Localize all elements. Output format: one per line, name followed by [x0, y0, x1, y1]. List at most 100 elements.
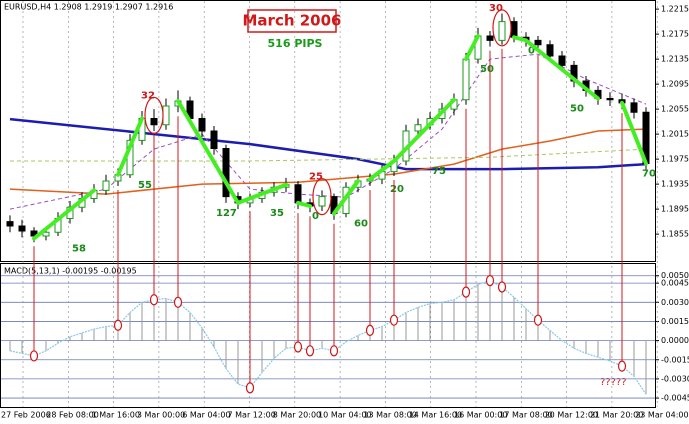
trend-segment	[332, 179, 360, 216]
macd-marker	[113, 319, 123, 331]
x-tick-label: 8 Mar 20:00	[273, 411, 321, 420]
macd-marker	[485, 274, 495, 287]
y-tick-label: 0.0015	[661, 317, 689, 326]
chart-header: EURUSD,H4 1.2908 1.2919 1.2907 1.2916	[4, 3, 173, 12]
trend-label: 75	[432, 166, 446, 177]
circle-label: 25	[309, 172, 323, 183]
macd-marker	[461, 286, 471, 298]
candle-body	[198, 118, 206, 132]
y-tick-label: 0.0000	[661, 336, 689, 345]
y-tick-label: 1.2095	[661, 80, 689, 89]
candle-body	[630, 102, 638, 113]
x-tick-label: 13 Mar 08:00	[363, 411, 416, 420]
candle-body	[498, 21, 506, 41]
highlight-circle	[144, 96, 164, 134]
y-tick-label: 1.2015	[661, 130, 689, 139]
x-tick-label: 7 Mar 12:00	[228, 411, 276, 420]
candle-body	[42, 231, 50, 237]
y-tick-label: -0.0045	[661, 394, 689, 403]
chart-title: March 2006	[243, 12, 342, 30]
y-tick-label: 1.1855	[661, 230, 689, 239]
candle-body	[546, 44, 554, 57]
macd-marker	[365, 324, 375, 336]
circle-label: 30	[489, 3, 503, 14]
x-tick-label: 16 Mar 00:00	[454, 411, 507, 420]
trend-label: 50	[570, 104, 584, 115]
trend-segment	[32, 188, 96, 241]
x-tick-label: 6 Mar 04:00	[182, 411, 230, 420]
trend-segment	[296, 200, 312, 208]
trend-label: 20	[390, 184, 404, 195]
candle-body	[102, 180, 110, 191]
macd-marker	[497, 281, 507, 293]
y-tick-label: 0.0045	[661, 279, 689, 288]
x-tick-label: 3 Mar 00:00	[137, 411, 185, 420]
x-tick-label: 21 Mar 20:00	[590, 411, 643, 420]
x-tick-label: 27 Feb 2006	[1, 411, 51, 420]
y-tick-label: 1.1975	[661, 155, 689, 164]
circle-label: 32	[141, 90, 155, 101]
candle-body	[606, 98, 614, 101]
x-tick-label: 23 Mar 04:00	[635, 411, 688, 420]
y-tick-label: 1.2135	[661, 55, 689, 64]
trend-segment	[464, 34, 480, 62]
candle-body	[18, 225, 26, 232]
trend-segment	[620, 100, 648, 166]
trend-segment	[236, 182, 288, 205]
candle-body	[150, 118, 158, 126]
candle-body	[162, 105, 170, 126]
macd-panel	[0, 263, 656, 408]
trend-label: 0	[312, 211, 319, 222]
trend-label: 55	[138, 180, 152, 191]
candle-body	[222, 148, 230, 198]
candle-body	[210, 130, 218, 149]
candle-body	[294, 184, 302, 204]
y-tick-label: 1.2175	[661, 30, 689, 39]
y-tick-label: 1.1895	[661, 205, 689, 214]
candle-body	[318, 196, 326, 207]
y-tick-label: 0.0030	[661, 298, 689, 307]
macd-marker	[617, 360, 627, 372]
macd-marker	[533, 314, 543, 326]
trend-segment	[368, 159, 396, 182]
x-tick-label: 20 Mar 12:00	[545, 411, 598, 420]
macd-title: MACD(5,13,1) -0.00195 -0.00195	[4, 267, 137, 276]
macd-marker	[389, 314, 399, 326]
macd-marker	[29, 350, 39, 362]
y-tick-label: 1.2215	[661, 5, 689, 14]
moving-average	[9, 117, 647, 171]
y-tick-label: 0.00508	[661, 271, 689, 280]
macd-marker	[173, 296, 183, 308]
title-box	[247, 9, 337, 33]
trend-label: 35	[270, 208, 284, 219]
highlight-circle	[312, 178, 332, 216]
candle-body	[534, 39, 542, 46]
y-tick-label: 1.1935	[661, 180, 689, 189]
macd-note: ?????	[600, 377, 627, 388]
trend-label: 58	[72, 244, 86, 255]
trend-segment	[392, 97, 456, 163]
price-panel	[0, 0, 656, 262]
trend-label: 60	[354, 219, 368, 230]
macd-marker	[245, 382, 255, 394]
trend-label: 0	[528, 45, 535, 56]
trend-label: 127	[216, 208, 237, 219]
y-tick-label: 1.2055	[661, 105, 689, 114]
x-tick-label: 28 Feb 08:00	[46, 411, 98, 420]
macd-marker	[293, 341, 303, 353]
trend-label: 70	[642, 169, 656, 180]
trend-segment	[176, 99, 240, 205]
macd-marker	[149, 294, 159, 306]
macd-marker	[329, 345, 339, 357]
candle-body	[510, 21, 518, 38]
trend-segment	[512, 35, 528, 43]
x-tick-label: 10 Mar 04:00	[318, 411, 371, 420]
candle-body	[462, 58, 470, 101]
candle-body	[486, 35, 494, 41]
x-tick-label: 14 Mar 16:00	[409, 411, 462, 420]
y-tick-label: -0.0030	[661, 374, 689, 383]
highlight-circle	[492, 9, 512, 47]
candle-body	[414, 124, 422, 132]
trend-segment	[524, 38, 600, 101]
trend-label: 50	[480, 64, 494, 75]
